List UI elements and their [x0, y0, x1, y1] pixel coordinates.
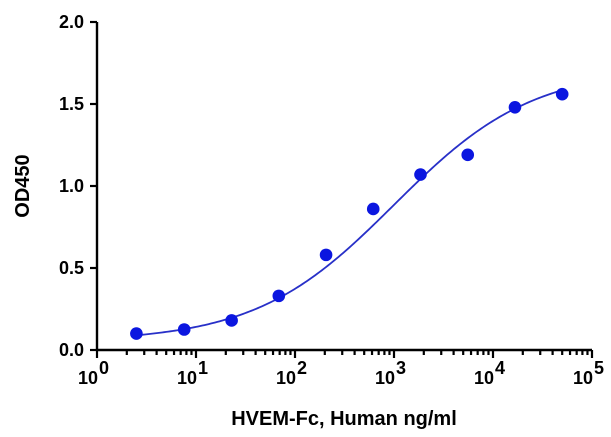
x-tick-label-base: 10: [78, 368, 98, 388]
y-tick-label: 0.0: [59, 340, 84, 360]
data-point: [272, 289, 286, 303]
x-tick-label-base: 10: [177, 368, 197, 388]
x-tick-label-exponent: 3: [396, 358, 406, 378]
x-tick-label-exponent: 0: [99, 358, 109, 378]
fit-curve: [136, 89, 563, 337]
x-tick-label: 10 4: [474, 358, 505, 388]
x-tick-label-base: 10: [573, 368, 593, 388]
data-point: [177, 323, 191, 336]
axes: 0.00.51.01.52.010 0 10 1 10 2 10 3 10 4 10 5: [59, 12, 604, 388]
y-tick-label: 1.5: [59, 94, 84, 114]
x-tick-label-base: 10: [276, 368, 296, 388]
x-tick-label-base: 10: [474, 368, 494, 388]
data-point: [130, 327, 143, 340]
y-tick-label: 0.5: [59, 258, 84, 278]
data-point: [414, 168, 427, 181]
x-axis-label: HVEM-Fc, Human ng/ml: [231, 408, 457, 430]
x-tick-label: 10 0: [78, 358, 109, 388]
x-tick-label-exponent: 2: [297, 358, 307, 378]
data-points-layer: [130, 87, 569, 340]
data-point: [225, 314, 238, 327]
x-tick-label-exponent: 4: [495, 358, 505, 378]
x-tick-label-exponent: 5: [594, 358, 604, 378]
x-tick-label: 10 3: [375, 358, 406, 388]
data-point: [555, 87, 569, 101]
y-tick-label: 1.0: [59, 176, 84, 196]
y-axis-label: OD450: [12, 154, 34, 217]
x-tick-label-base: 10: [375, 368, 395, 388]
fit-curve-layer: [136, 89, 563, 337]
x-tick-label: 10 5: [573, 358, 604, 388]
data-point: [366, 202, 380, 216]
data-point: [461, 148, 475, 162]
x-tick-label-exponent: 1: [198, 358, 208, 378]
y-tick-label: 2.0: [59, 12, 84, 32]
data-point: [319, 248, 333, 262]
data-point: [508, 100, 522, 114]
x-tick-label: 10 2: [276, 358, 307, 388]
x-tick-label: 10 1: [177, 358, 208, 388]
